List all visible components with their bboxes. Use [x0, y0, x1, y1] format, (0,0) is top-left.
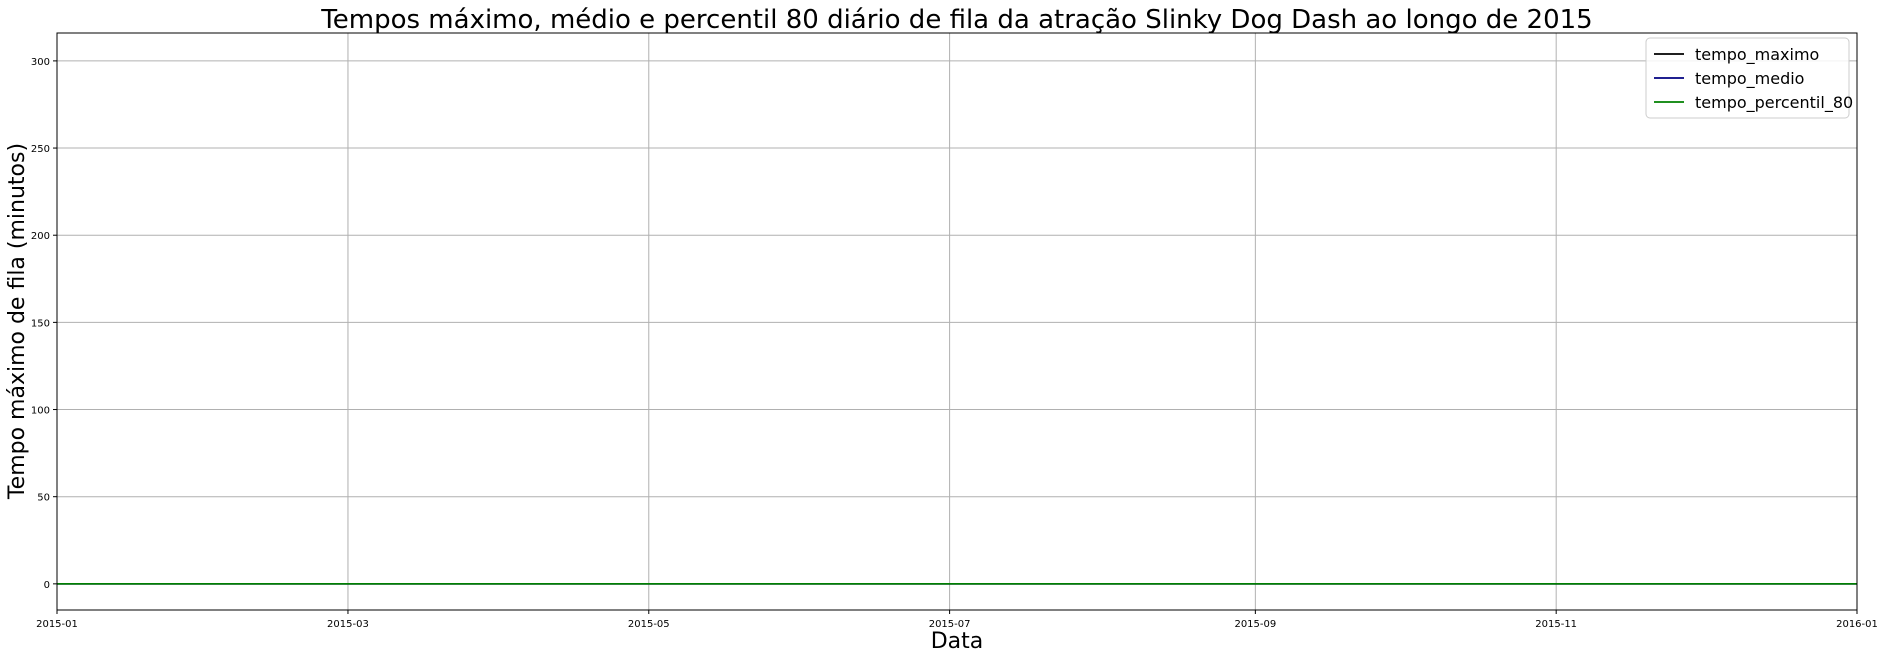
chart-title: Tempos máximo, médio e percentil 80 diár…	[320, 5, 1592, 35]
x-tick-label: 2015-09	[1234, 619, 1276, 630]
x-tick-label: 2015-01	[36, 619, 78, 630]
legend-label: tempo_medio	[1695, 69, 1804, 89]
legend: tempo_maximo tempo_medio tempo_percentil_8…	[1645, 37, 1853, 119]
y-tick-label: 250	[31, 144, 50, 155]
x-axis-label: Data	[931, 629, 984, 654]
y-axis: 0 50 100 150 200 250 300	[31, 57, 57, 591]
y-tick-label: 200	[31, 231, 50, 242]
legend-label: tempo_percentil_80	[1695, 93, 1853, 113]
y-tick-label: 300	[31, 57, 50, 68]
x-tick-label: 2015-11	[1535, 619, 1577, 630]
plot-frame	[56, 32, 1858, 611]
y-axis-label: Tempo máximo de fila (minutos)	[5, 143, 30, 500]
x-tick-label: 2015-05	[628, 619, 670, 630]
x-axis: 2015-01 2015-03 2015-05 2015-07 2015-09 2015-…	[36, 610, 1878, 630]
y-tick-label: 150	[31, 318, 50, 329]
x-tick-label: 2015-07	[929, 619, 971, 630]
x-tick-label: 2016-01	[1836, 619, 1878, 630]
y-tick-label: 50	[37, 493, 50, 504]
y-tick-label: 0	[44, 580, 50, 591]
x-tick-label: 2015-03	[327, 619, 369, 630]
grid	[56, 33, 1858, 610]
legend-box	[1645, 37, 1850, 119]
y-tick-label: 100	[31, 406, 50, 417]
legend-label: tempo_maximo	[1695, 45, 1819, 65]
